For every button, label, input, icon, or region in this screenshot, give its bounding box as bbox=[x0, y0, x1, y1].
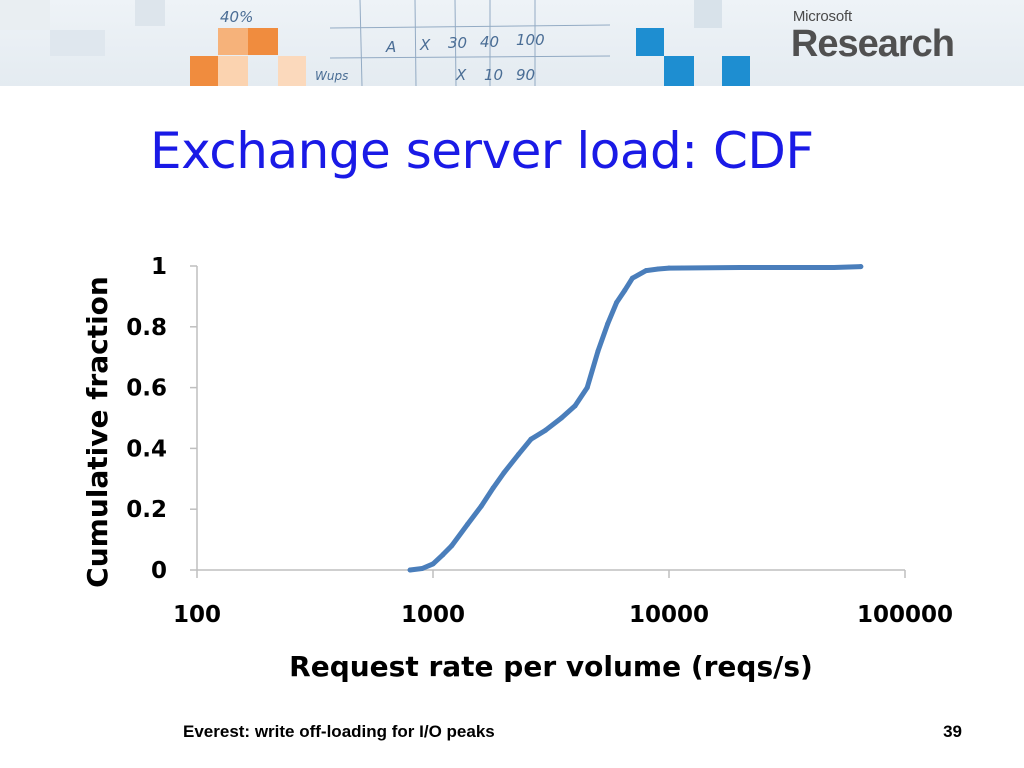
decorative-block bbox=[190, 56, 218, 86]
footer-text: Everest: write off-loading for I/O peaks bbox=[183, 722, 495, 741]
decorative-block bbox=[50, 30, 105, 56]
cdf-data-point bbox=[655, 266, 661, 272]
scribble-text: 40 bbox=[480, 33, 499, 51]
cdf-data-point bbox=[449, 543, 455, 549]
logo-division: Research bbox=[790, 23, 955, 65]
header-banner: A X 30 40 100 X 10 90 40% Wups Microsoft… bbox=[0, 0, 1024, 86]
scribble-text: 30 bbox=[448, 34, 467, 52]
cdf-data-point bbox=[543, 427, 549, 433]
y-tick-label: 0.8 bbox=[126, 315, 167, 341]
cdf-data-point bbox=[572, 403, 578, 409]
decorative-block bbox=[135, 0, 165, 26]
scribble-text: 100 bbox=[516, 31, 545, 49]
cdf-data-point bbox=[831, 265, 837, 270]
cdf-data-point bbox=[558, 415, 564, 421]
cdf-data-point bbox=[629, 275, 635, 281]
decorative-block bbox=[722, 56, 750, 86]
scribble-text: A bbox=[385, 38, 396, 56]
cdf-data-point bbox=[737, 265, 743, 270]
scribble-text: Wups bbox=[315, 69, 348, 83]
x-tick-label: 1000 bbox=[401, 602, 465, 628]
y-tick-label: 1 bbox=[151, 254, 167, 280]
y-tick-label: 0.2 bbox=[126, 497, 167, 523]
cdf-series-line bbox=[407, 264, 864, 573]
cdf-data-point bbox=[622, 287, 628, 293]
cdf-data-point bbox=[440, 552, 446, 558]
y-axis-title: Cumulative fraction bbox=[81, 276, 114, 588]
cdf-data-point bbox=[407, 567, 413, 573]
decorative-block bbox=[218, 56, 248, 86]
cdf-data-point bbox=[605, 321, 611, 327]
x-tick-label: 100 bbox=[173, 602, 221, 628]
cdf-data-point bbox=[501, 470, 507, 476]
cdf-data-point bbox=[515, 452, 521, 457]
scribble-text: X bbox=[455, 66, 467, 84]
cdf-data-point bbox=[666, 265, 672, 271]
decorative-block bbox=[218, 28, 248, 55]
y-tick-label: 0 bbox=[151, 558, 167, 584]
decorative-block bbox=[664, 56, 694, 86]
scribble-text: 90 bbox=[516, 66, 535, 84]
cdf-data-point bbox=[478, 503, 484, 509]
chart-axes bbox=[196, 266, 905, 571]
cdf-data-point bbox=[584, 385, 590, 391]
scribble-text: 40% bbox=[220, 8, 253, 26]
whiteboard-scribble: A X 30 40 100 X 10 90 40% Wups bbox=[220, 0, 611, 86]
microsoft-research-logo: Microsoft Research bbox=[790, 8, 955, 65]
scribble-text: X bbox=[419, 36, 431, 54]
cdf-data-point bbox=[419, 566, 425, 571]
cdf-data-point bbox=[595, 348, 601, 354]
decorative-block bbox=[636, 28, 664, 56]
cdf-data-point bbox=[614, 300, 620, 305]
logo-company: Microsoft bbox=[792, 8, 852, 25]
scribble-text: 10 bbox=[484, 66, 503, 84]
cdf-data-point bbox=[430, 561, 436, 567]
y-tick-label: 0.6 bbox=[126, 376, 167, 402]
cdf-data-point bbox=[465, 521, 470, 527]
y-tick-label: 0.4 bbox=[126, 436, 167, 462]
x-axis-title: Request rate per volume (reqs/s) bbox=[289, 650, 813, 683]
page-number: 39 bbox=[943, 722, 962, 741]
cdf-data-point bbox=[643, 268, 649, 274]
decorative-block bbox=[278, 56, 306, 86]
cdf-data-point bbox=[858, 264, 864, 270]
decorative-block bbox=[694, 0, 722, 28]
cdf-data-point bbox=[490, 485, 496, 491]
x-tick-label: 10000 bbox=[629, 602, 709, 628]
chart-series-layer bbox=[407, 264, 864, 573]
decorative-block bbox=[248, 28, 278, 55]
chart-ticks: 0 0.2 0.4 0.6 0.8 1 100 1000 10000 100000 bbox=[126, 254, 953, 628]
x-tick-label: 100000 bbox=[857, 602, 953, 628]
decorative-block bbox=[0, 0, 50, 30]
cdf-data-point bbox=[528, 436, 534, 442]
slide-title: Exchange server load: CDF bbox=[150, 122, 814, 180]
